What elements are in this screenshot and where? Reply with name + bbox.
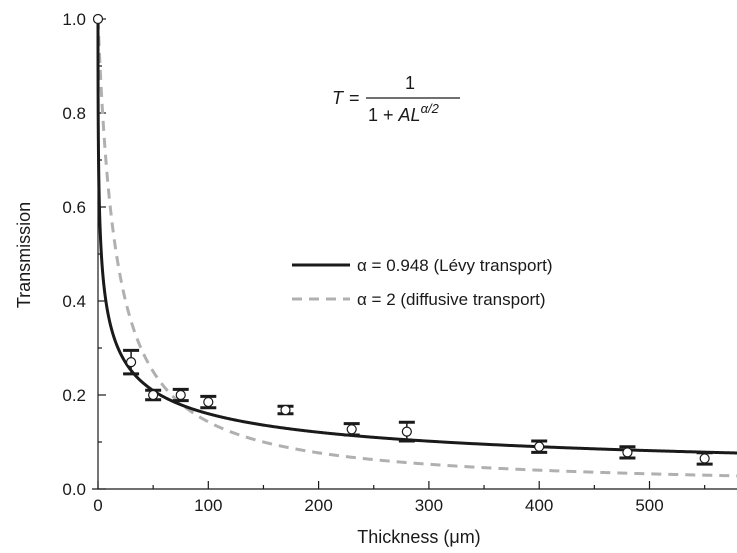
- measurement-points: [92, 13, 713, 466]
- x-tick-label: 0: [93, 496, 102, 515]
- measurement-point: [619, 445, 636, 460]
- data-marker: [401, 426, 412, 437]
- measurement-point: [172, 387, 189, 403]
- measurement-point: [531, 439, 548, 454]
- y-tick-label: 0.0: [62, 480, 86, 499]
- x-tick-label: 200: [304, 496, 332, 515]
- measurement-point: [696, 451, 713, 466]
- data-marker: [92, 13, 104, 25]
- measurement-point: [145, 388, 162, 402]
- y-tick-label: 0.8: [62, 104, 86, 123]
- data-marker: [699, 453, 710, 464]
- x-tick-label: 500: [635, 496, 663, 515]
- measurement-point: [123, 348, 140, 376]
- series-layer: [96, 17, 737, 478]
- data-marker: [203, 396, 214, 408]
- x-tick-label: 100: [194, 496, 222, 515]
- formula-denominator: 1 + ALα/2: [368, 101, 440, 125]
- data-marker: [125, 357, 137, 368]
- data-marker: [175, 389, 186, 401]
- measurement-point: [200, 394, 217, 410]
- legend: α = 0.948 (Lévy transport) α = 2 (diffus…: [292, 256, 553, 309]
- y-tick-label: 0.2: [62, 386, 86, 405]
- y-tick-label: 0.4: [62, 292, 86, 311]
- formula-annotation: T = 1 1 + ALα/2: [332, 73, 460, 125]
- formula-numerator: 1: [405, 73, 415, 93]
- data-marker: [622, 447, 633, 458]
- data-marker: [534, 441, 545, 452]
- measurement-point: [398, 420, 415, 443]
- formula-lhs: T: [332, 88, 345, 108]
- formula-denominator-symbol: AL: [398, 105, 421, 125]
- data-marker: [280, 404, 291, 416]
- formula-equals: =: [349, 88, 360, 108]
- x-tick-label: 400: [525, 496, 553, 515]
- legend-label-levy: α = 0.948 (Lévy transport): [357, 256, 553, 275]
- measurement-point: [92, 13, 104, 25]
- y-tick-label: 0.6: [62, 198, 86, 217]
- diffusive-fit-curve: [96, 17, 737, 478]
- levy-fit-curve: [96, 19, 737, 455]
- x-axis-title: Thickness (μm): [357, 527, 480, 547]
- data-marker: [346, 424, 357, 435]
- data-marker: [148, 389, 159, 401]
- measurement-point: [343, 422, 360, 437]
- measurement-point: [277, 404, 294, 416]
- y-tick-label: 1.0: [62, 10, 86, 29]
- y-ticks: 0.0 0.2 0.4 0.6 0.8 1.0: [62, 10, 106, 499]
- formula-denominator-prefix: 1 +: [368, 105, 399, 125]
- legend-label-diffusive: α = 2 (diffusive transport): [357, 290, 546, 309]
- x-ticks: 0 100 200 300 400 500: [93, 481, 706, 515]
- formula-exponent: α/2: [421, 101, 440, 116]
- x-tick-label: 300: [415, 496, 443, 515]
- y-axis-title: Transmission: [14, 202, 34, 308]
